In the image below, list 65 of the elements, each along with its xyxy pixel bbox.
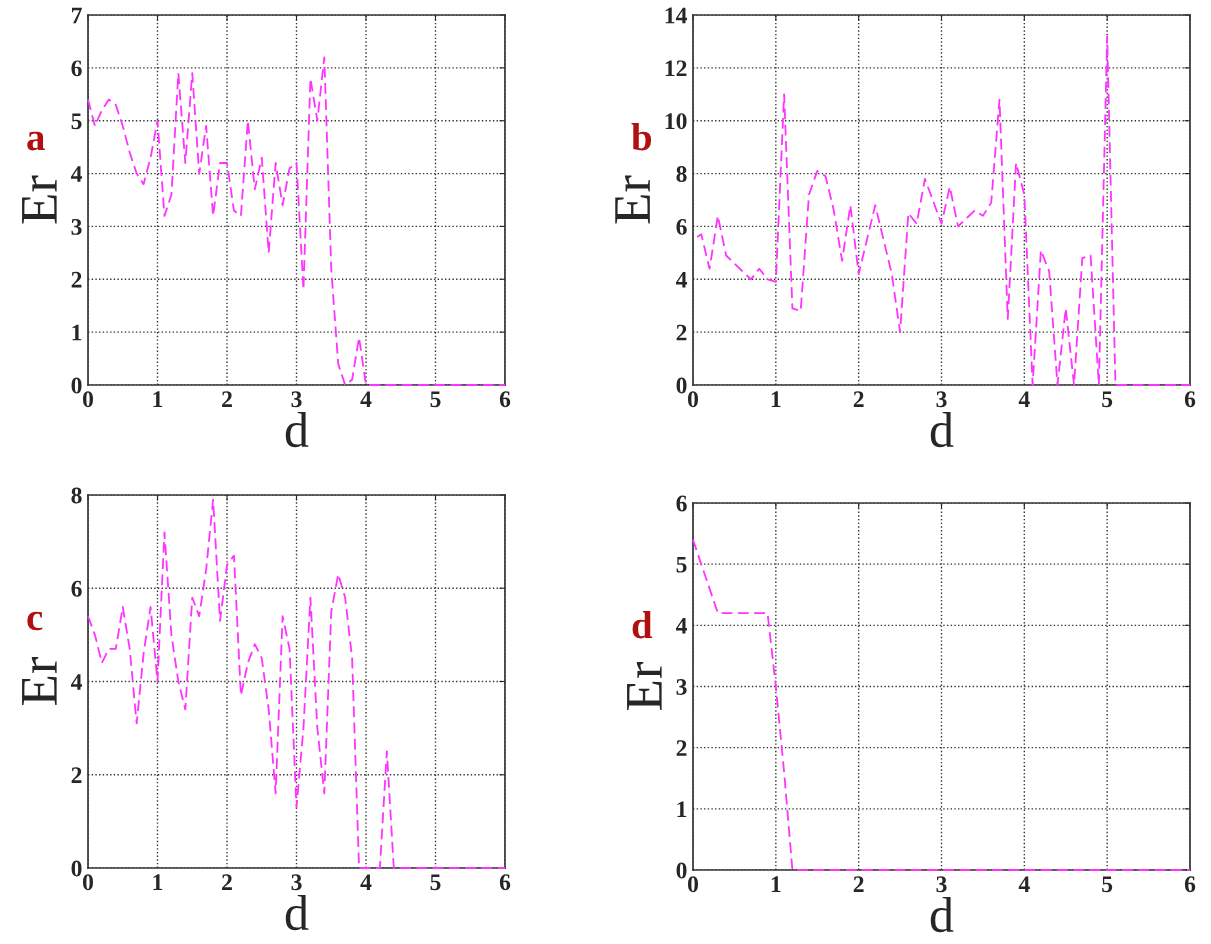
y-axis-title: Er	[615, 175, 650, 224]
x-tick-label: 5	[1102, 391, 1113, 408]
x-tick-label: 3	[936, 391, 947, 408]
y-tick-label: 0	[676, 862, 687, 879]
line-series	[87, 498, 506, 869]
y-tick-label: 6	[71, 60, 82, 77]
y-tick-label: 2	[676, 324, 687, 341]
x-tick-label: 6	[499, 874, 511, 891]
x-tick-label: 5	[430, 391, 441, 408]
x-tick-label: 6	[1184, 876, 1196, 893]
y-tick-label: 4	[675, 617, 688, 634]
x-tick-label: 4	[1018, 391, 1030, 407]
y-axis-title: Er	[22, 175, 57, 224]
y-tick-label: 12	[665, 60, 687, 77]
y-tick-label: 6	[676, 495, 687, 512]
y-tick-label: 6	[71, 580, 82, 597]
x-axis-title: d	[285, 411, 309, 448]
x-tick-label: 1	[153, 391, 163, 407]
y-tick-label: 2	[676, 740, 687, 756]
x-tick-label: 3	[291, 874, 302, 891]
y-tick-label: 5	[71, 113, 82, 130]
x-tick-label: 5	[430, 874, 441, 891]
x-tick-label: 4	[1018, 876, 1030, 892]
x-tick-label: 3	[936, 876, 947, 893]
y-axis-title: Er	[22, 657, 57, 705]
x-tick-label: 1	[771, 876, 781, 892]
x-tick-label: 2	[222, 391, 232, 407]
y-tick-label: 3	[676, 679, 687, 695]
y-tick-label: 7	[71, 7, 82, 24]
x-axis-title: d	[930, 411, 954, 448]
x-tick-label: 4	[360, 874, 372, 890]
x-axis-title: d	[930, 896, 954, 933]
x-tick-label: 6	[1184, 391, 1196, 408]
x-tick-label: 2	[222, 874, 232, 890]
text: c	[27, 611, 43, 631]
y-tick-label: 0	[71, 377, 82, 394]
y-axis-title: Er	[627, 662, 662, 710]
x-tick-label: 1	[771, 391, 781, 407]
text: a	[27, 131, 45, 151]
x-tick-label: 3	[291, 391, 302, 408]
x-tick-label: 1	[153, 874, 163, 890]
x-tick-label: 2	[853, 876, 864, 892]
text: b	[631, 123, 652, 151]
y-tick-label: 10	[665, 113, 687, 130]
x-tick-label: 2	[853, 391, 864, 407]
y-tick-label: 3	[71, 218, 82, 235]
y-tick-label: 6	[676, 218, 687, 235]
text: d	[632, 611, 653, 639]
y-tick-label: 1	[72, 324, 82, 341]
y-tick-label: 4	[70, 674, 83, 690]
y-tick-label: 0	[676, 377, 687, 394]
x-axis-title: d	[285, 894, 309, 931]
y-tick-label: 8	[676, 166, 687, 182]
x-tick-label: 6	[499, 391, 511, 408]
y-tick-label: 4	[70, 166, 83, 182]
y-tick-label: 14	[665, 7, 688, 24]
y-tick-label: 5	[676, 556, 687, 573]
y-tick-label: 2	[71, 271, 82, 288]
x-tick-label: 5	[1102, 876, 1113, 893]
y-tick-label: 8	[71, 487, 82, 504]
x-tick-label: 4	[360, 391, 372, 407]
y-tick-label: 2	[71, 767, 82, 783]
y-tick-label: 4	[675, 271, 688, 288]
y-tick-label: 1	[677, 801, 687, 818]
y-tick-label: 0	[71, 860, 82, 877]
